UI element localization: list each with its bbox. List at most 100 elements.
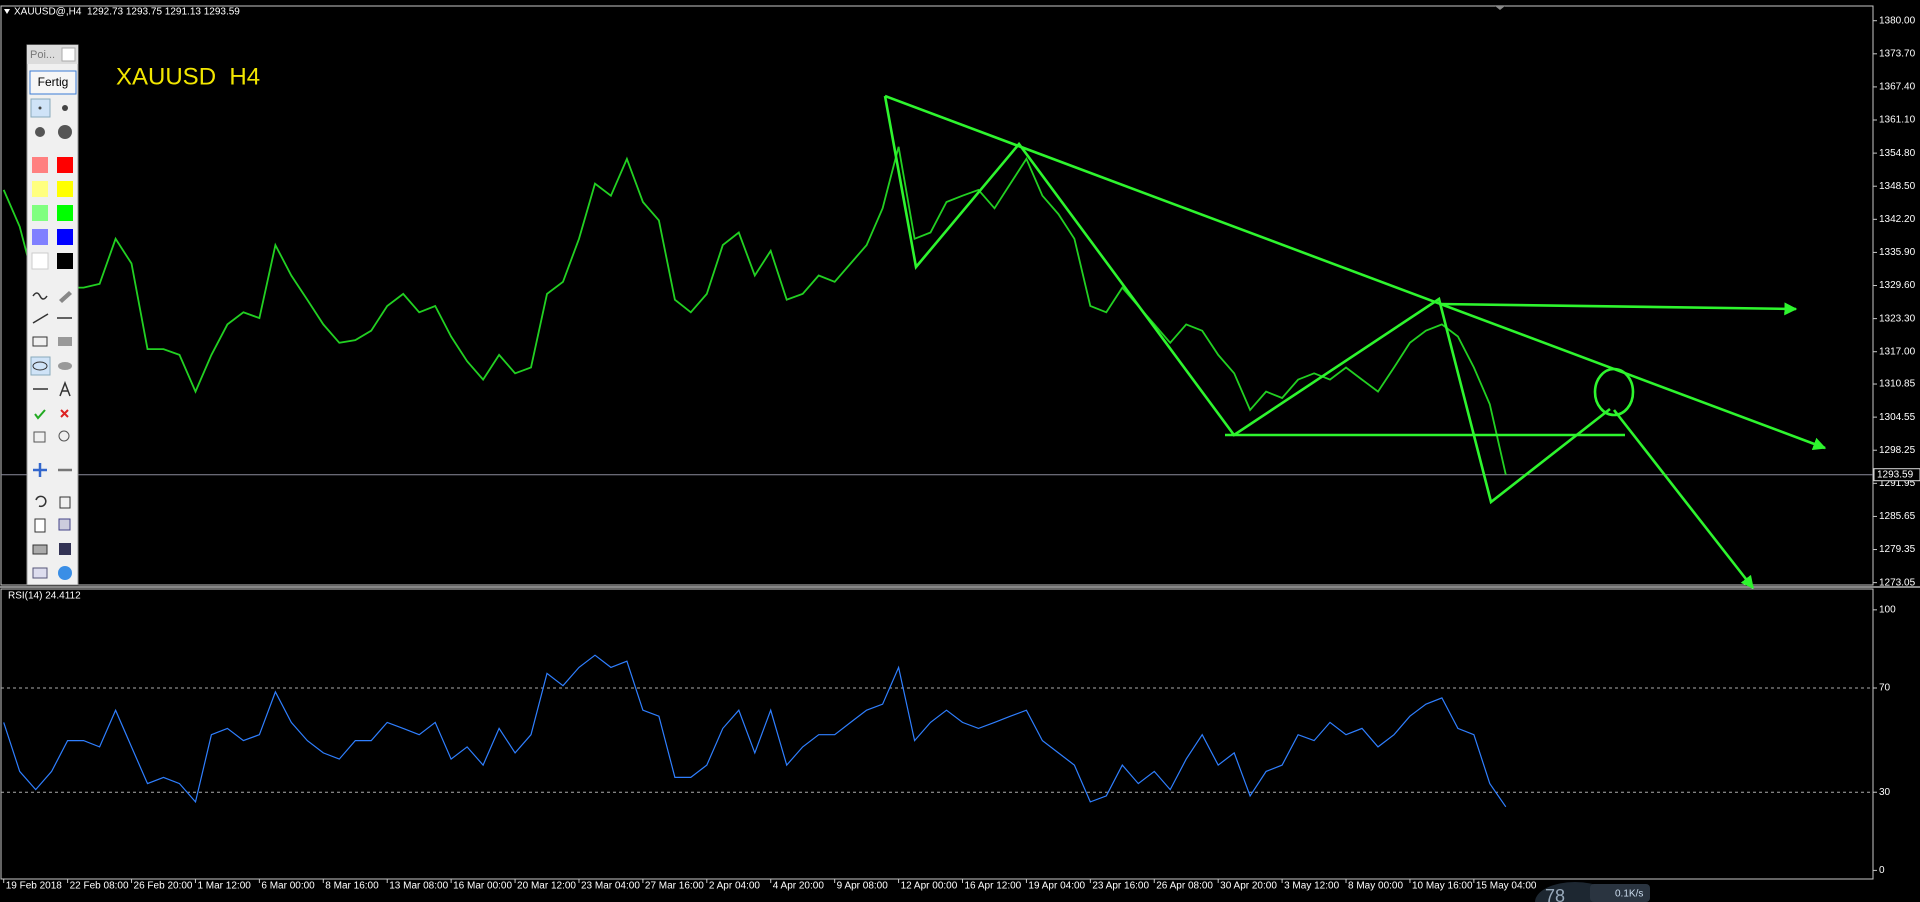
tool-curve[interactable] bbox=[32, 292, 48, 300]
y-tick-label: 1323.30 bbox=[1879, 313, 1916, 324]
color-light-yellow[interactable] bbox=[32, 181, 48, 197]
tool-ellipse-selected[interactable] bbox=[30, 356, 51, 376]
y-tick-label: 1354.80 bbox=[1879, 148, 1916, 159]
y-tick-label: 1317.00 bbox=[1879, 346, 1916, 357]
y-tick-label: 1348.50 bbox=[1879, 181, 1916, 192]
toolbar-close[interactable] bbox=[61, 47, 76, 62]
tool-dot-xlarge[interactable] bbox=[58, 125, 72, 139]
y-tick-label: 1285.65 bbox=[1879, 511, 1916, 522]
x-tick-label: 4 Apr 20:00 bbox=[773, 881, 825, 892]
price-label: 1293.59 bbox=[1877, 469, 1914, 480]
color-white[interactable] bbox=[31, 252, 49, 270]
y-tick-label: 1367.40 bbox=[1879, 82, 1916, 93]
x-tick-label: 30 Apr 20:00 bbox=[1220, 881, 1277, 892]
resistance-line[interactable] bbox=[1438, 302, 1798, 316]
x-tick-label: 16 Mar 00:00 bbox=[453, 881, 512, 892]
x-tick-label: 22 Feb 08:00 bbox=[70, 881, 129, 892]
tool-info[interactable] bbox=[58, 566, 72, 580]
color-blue[interactable] bbox=[57, 229, 73, 245]
rsi-title: RSI(14) 24.4112 bbox=[8, 591, 81, 602]
tool-rect[interactable] bbox=[32, 336, 48, 347]
x-tick-label: 10 May 16:00 bbox=[1412, 881, 1473, 892]
tool-copy[interactable] bbox=[58, 518, 71, 531]
done-button[interactable] bbox=[29, 70, 77, 95]
trend-line[interactable] bbox=[884, 94, 1827, 450]
tool-plus[interactable] bbox=[33, 463, 47, 477]
y-tick-label: 1380.00 bbox=[1879, 15, 1916, 26]
y-tick-label: 1291.95 bbox=[1879, 478, 1916, 489]
y-tick-label: 1342.20 bbox=[1879, 214, 1916, 225]
circle[interactable] bbox=[1593, 367, 1635, 417]
rsi-pane bbox=[0, 588, 1874, 880]
y-tick-label: 1304.55 bbox=[1879, 412, 1916, 423]
x-tick-label: 16 Apr 12:00 bbox=[965, 881, 1022, 892]
series-line bbox=[3, 654, 1507, 808]
target-arrow[interactable] bbox=[1612, 409, 1755, 590]
x-tick-label: 19 Apr 04:00 bbox=[1028, 881, 1085, 892]
tool-dot-large[interactable] bbox=[35, 127, 45, 137]
x-tick-label: 23 Apr 16:00 bbox=[1092, 881, 1149, 892]
tool-rect-filled[interactable] bbox=[58, 337, 72, 346]
menu-arrow[interactable] bbox=[4, 9, 10, 14]
tool-save[interactable] bbox=[59, 543, 71, 555]
color-light-red[interactable] bbox=[32, 157, 48, 173]
x-tick-label: 23 Mar 04:00 bbox=[581, 881, 640, 892]
color-yellow[interactable] bbox=[57, 181, 73, 197]
chart-title: XAUUSD H4 bbox=[116, 63, 260, 90]
x-tick-label: 20 Mar 12:00 bbox=[517, 881, 576, 892]
tool-ellipse-filled[interactable] bbox=[58, 362, 72, 370]
y-tick-label: 1373.70 bbox=[1879, 48, 1916, 59]
x-tick-label: 8 May 00:00 bbox=[1348, 881, 1403, 892]
tool-delete[interactable] bbox=[59, 496, 71, 509]
tool-pencil[interactable] bbox=[59, 291, 72, 303]
toolbar: Poi... Fertig bbox=[26, 44, 79, 586]
y-tick-label: 70 bbox=[1879, 683, 1891, 694]
y-tick-label: 1273.05 bbox=[1879, 577, 1916, 588]
tool-dot-medium[interactable] bbox=[62, 105, 68, 111]
gauge-value: 78 bbox=[1545, 886, 1565, 902]
x-tick-label: 27 Mar 16:00 bbox=[645, 881, 704, 892]
y-tick-label: 1335.90 bbox=[1879, 247, 1916, 258]
x-tick-label: 15 May 04:00 bbox=[1476, 881, 1537, 892]
x-tick-label: 13 Mar 08:00 bbox=[389, 881, 448, 892]
color-light-green[interactable] bbox=[32, 205, 48, 221]
y-tick-label: 0 bbox=[1879, 865, 1885, 876]
x-tick-label: 2 Apr 04:00 bbox=[709, 881, 761, 892]
color-light-blue[interactable] bbox=[32, 229, 48, 245]
x-tick-label: 12 Apr 00:00 bbox=[901, 881, 958, 892]
network-widget: 78 0.1K/s bbox=[1535, 882, 1650, 902]
color-green[interactable] bbox=[57, 205, 73, 221]
tool-line[interactable] bbox=[32, 313, 49, 324]
x-tick-label: 8 Mar 16:00 bbox=[325, 881, 379, 892]
header-info: XAUUSD@,H4 1292.73 1293.75 1291.13 1293.… bbox=[14, 7, 240, 18]
tool-undo[interactable] bbox=[35, 495, 47, 508]
tool-cancel[interactable] bbox=[60, 409, 69, 418]
toolbar-title: Poi... bbox=[30, 49, 55, 61]
x-tick-label: 9 Apr 08:00 bbox=[837, 881, 889, 892]
x-tick-label: 19 Feb 2018 bbox=[6, 881, 63, 892]
x-tick-label: 3 May 12:00 bbox=[1284, 881, 1339, 892]
tool-print[interactable] bbox=[32, 544, 48, 555]
tool-apply[interactable] bbox=[34, 409, 46, 420]
tool-crop[interactable] bbox=[33, 431, 46, 443]
tool-text[interactable] bbox=[59, 380, 71, 397]
drawings[interactable] bbox=[883, 94, 1827, 590]
y-tick-label: 30 bbox=[1879, 787, 1891, 798]
tool-zoom[interactable] bbox=[58, 430, 70, 442]
color-red[interactable] bbox=[57, 157, 73, 173]
x-tick-label: 6 Mar 00:00 bbox=[261, 881, 315, 892]
color-black[interactable] bbox=[57, 253, 73, 269]
y-tick-label: 100 bbox=[1879, 604, 1896, 615]
y-tick-label: 1310.85 bbox=[1879, 379, 1916, 390]
x-tick-label: 26 Feb 20:00 bbox=[134, 881, 193, 892]
x-tick-label: 1 Mar 12:00 bbox=[197, 881, 251, 892]
tool-screenshot[interactable] bbox=[32, 567, 48, 579]
price-label-box bbox=[1873, 468, 1920, 482]
y-tick-label: 1329.60 bbox=[1879, 280, 1916, 291]
y-tick-label: 1298.25 bbox=[1879, 445, 1916, 456]
tool-new[interactable] bbox=[34, 518, 46, 533]
speed-label: 0.1K/s bbox=[1615, 889, 1643, 900]
